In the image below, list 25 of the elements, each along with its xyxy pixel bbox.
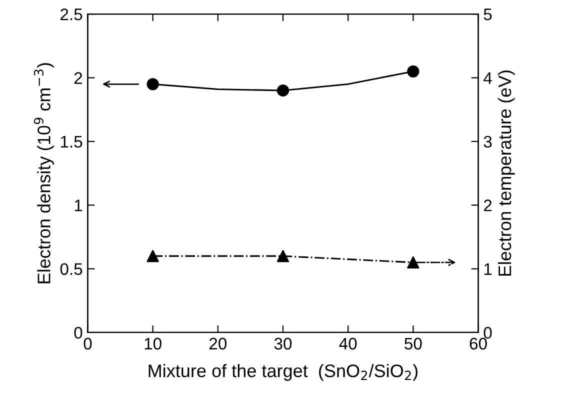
x-tick-label: 60 <box>470 338 487 350</box>
x-tick-label: 10 <box>144 338 162 350</box>
y2-axis-title: Electron temperature (eV) <box>498 70 515 276</box>
point <box>276 84 290 97</box>
point <box>407 65 420 78</box>
y-axis-title: Electron density (10$^{9}$ cm$^{−3}$) <box>34 63 54 284</box>
y-tick-label: 0 <box>74 326 82 339</box>
y2-tick-label: 5 <box>484 8 492 20</box>
y2-tick-label: 0 <box>484 326 492 339</box>
y-tick-label: 1.5 <box>60 136 82 148</box>
x-tick-label: 30 <box>274 338 292 350</box>
x-axis-title: Mixture of the target (SnO$_{2}$/SiO$_{2}$) <box>148 364 418 381</box>
y2-tick-label: 4 <box>484 72 492 84</box>
y2-tick-label: 3 <box>484 136 492 148</box>
x-tick-label: 20 <box>209 338 227 350</box>
point <box>146 78 159 90</box>
x-tick-label: 50 <box>404 338 422 350</box>
y2-tick-label: 2 <box>484 200 492 212</box>
y-tick-label: 1 <box>74 200 82 212</box>
y-tick-label: 2 <box>74 72 82 84</box>
x-tick-label: 0 <box>84 338 92 350</box>
y2-tick-label: 1 <box>484 263 492 275</box>
y-tick-label: 0.5 <box>60 263 82 276</box>
y-tick-label: 2.5 <box>60 8 82 20</box>
x-tick-label: 40 <box>339 338 357 350</box>
